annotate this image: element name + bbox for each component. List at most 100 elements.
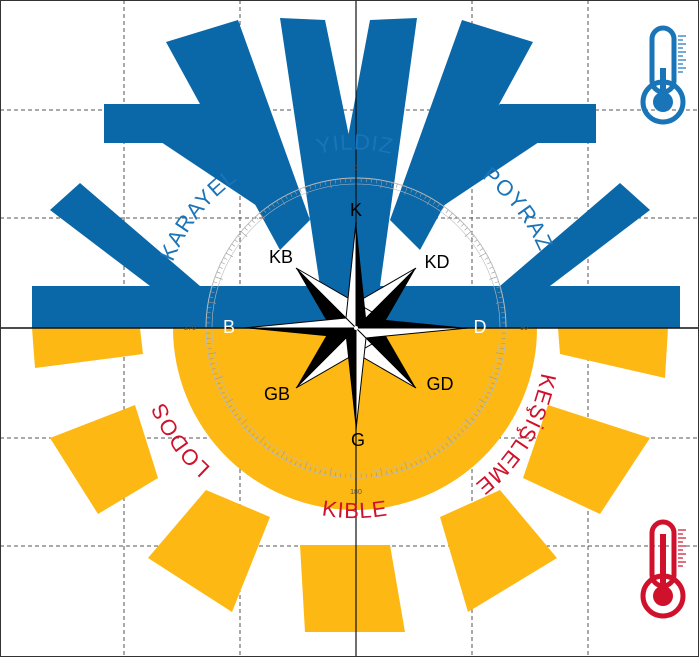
sun-ray [50, 405, 158, 514]
protractor-tick [453, 436, 457, 440]
protractor-tick [299, 463, 302, 468]
snowflake-branch [500, 183, 650, 286]
thermometer-cold-icon [640, 25, 686, 125]
protractor-tick [391, 469, 393, 474]
protractor-tick [228, 405, 233, 408]
protractor-tick [419, 193, 423, 197]
protractor-tick [415, 190, 418, 195]
protractor-tick [289, 459, 293, 463]
star-point-w [244, 328, 356, 338]
protractor-tick [433, 451, 436, 456]
sun-ray [300, 545, 405, 632]
protractor-tick [267, 445, 271, 450]
protractor-tick [464, 419, 472, 425]
degree-label-0: 0 [354, 165, 358, 172]
protractor-tick [285, 195, 288, 200]
protractor-tick [457, 219, 461, 224]
protractor-tick [500, 306, 505, 308]
protractor-tick [210, 363, 215, 365]
protractor-tick [484, 396, 489, 399]
protractor-tick [221, 261, 225, 265]
protractor-tick [500, 348, 505, 350]
protractor-tick [213, 372, 218, 375]
sun-ray [32, 328, 143, 368]
protractor-tick [237, 235, 242, 239]
sun-ray [523, 405, 650, 514]
protractor-ticks [206, 178, 506, 478]
protractor-tick [460, 223, 465, 227]
protractor-tick [237, 417, 242, 421]
sun-ray [440, 490, 557, 612]
protractor-tick [376, 472, 378, 477]
protractor-tick [214, 376, 223, 380]
protractor-tick [476, 243, 481, 247]
protractor-tick [214, 276, 223, 280]
protractor-tick [208, 352, 217, 355]
protractor-tick [395, 183, 398, 188]
protractor-tick [479, 405, 484, 408]
protractor-tick [494, 372, 499, 375]
wind-label-yildiz: YILDIZ [314, 129, 396, 159]
wind-label-kible-path: KIBLE [321, 495, 389, 523]
star-point-n-dark [356, 222, 366, 328]
wind-label-poyraz-path: POYRAZ [478, 162, 557, 255]
direction-label-northeast: KD [424, 252, 449, 272]
protractor-tick [218, 266, 223, 269]
protractor-tick [498, 296, 503, 298]
direction-label-south: G [351, 430, 365, 450]
protractor-tick [304, 186, 308, 195]
protractor-tick [410, 188, 413, 193]
protractor-tick [216, 271, 221, 274]
sun-ray [558, 328, 668, 378]
protractor-tick [271, 203, 275, 208]
protractor-tick [437, 448, 441, 453]
protractor-tick [415, 461, 418, 466]
degree-label-90: 90 [520, 325, 528, 332]
protractor-tick [400, 185, 403, 190]
protractor-tick [251, 219, 255, 224]
protractor-tick [386, 181, 388, 186]
protractor-tick [494, 281, 499, 284]
protractor-tick [496, 367, 501, 370]
protractor-tick [294, 461, 297, 466]
protractor-tick [487, 391, 491, 395]
protractor-tick [240, 419, 248, 425]
protractor-tick [380, 180, 383, 189]
protractor-tick [218, 387, 223, 390]
protractor-tick [497, 291, 502, 293]
protractor-tick [470, 417, 475, 421]
protractor-tick [309, 466, 312, 471]
snowflake-branch [400, 104, 596, 228]
protractor-tick [395, 468, 398, 473]
star-center [354, 326, 358, 330]
protractor-tick [453, 216, 457, 220]
protractor-tick [216, 382, 221, 385]
protractor-tick [441, 445, 445, 450]
protractor-tick [457, 432, 461, 437]
protractor-tick [319, 469, 321, 474]
protractor-tick [447, 212, 453, 220]
direction-label-west: B [223, 317, 235, 337]
direction-label-northwest: KB [269, 247, 293, 267]
protractor-tick [441, 206, 445, 211]
wind-label-kible: KIBLE [321, 495, 390, 523]
protractor-tick [231, 409, 236, 413]
protractor-tick [464, 227, 468, 231]
protractor-tick [426, 197, 432, 206]
protractor-tick [386, 470, 388, 475]
protractor-tick [294, 190, 297, 195]
snowflake-arm [320, 18, 417, 286]
protractor-tick [234, 413, 239, 417]
protractor-tick [240, 231, 248, 237]
protractor-tick [404, 461, 408, 470]
thermometer-hot-icon [640, 519, 686, 619]
protractor-tick [419, 459, 423, 463]
protractor-tick [231, 243, 236, 247]
snowflake-icon [32, 18, 680, 328]
protractor-tick [426, 450, 432, 459]
protractor-tick [473, 239, 478, 243]
protractor-tick [324, 181, 326, 186]
protractor-tick [464, 425, 468, 429]
protractor-tick [251, 432, 255, 437]
protractor-tick [380, 467, 383, 476]
